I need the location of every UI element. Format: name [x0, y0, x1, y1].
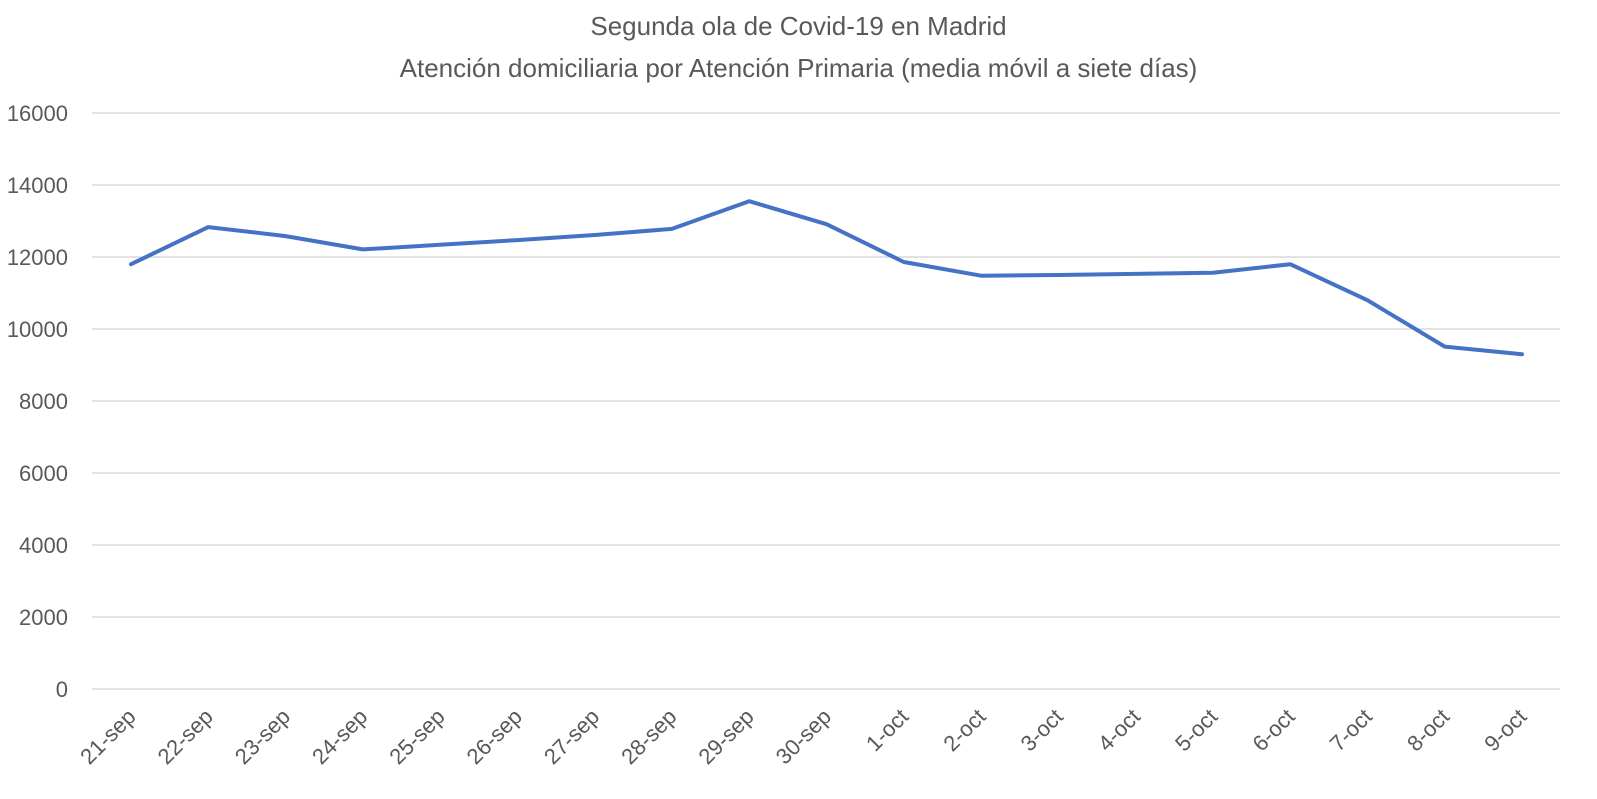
x-tick-label: 28-sep	[616, 704, 681, 769]
x-tick-label: 30-sep	[771, 704, 836, 769]
x-tick-label: 29-sep	[694, 704, 759, 769]
x-tick-label: 9-oct	[1479, 704, 1531, 756]
x-tick-label: 23-sep	[230, 704, 295, 769]
x-tick-label: 27-sep	[539, 704, 604, 769]
chart-title: Segunda ola de Covid-19 en Madrid	[590, 11, 1007, 41]
x-tick-label: 5-oct	[1170, 704, 1222, 756]
series-line	[129, 199, 1524, 357]
y-tick-label: 4000	[19, 533, 68, 558]
x-tick-label: 2-oct	[938, 704, 990, 756]
x-tick-label: 6-oct	[1247, 704, 1299, 756]
x-tick-label: 4-oct	[1093, 704, 1145, 756]
x-tick-label: 7-oct	[1325, 704, 1377, 756]
x-tick-label: 21-sep	[75, 704, 140, 769]
y-tick-label: 16000	[7, 101, 68, 126]
x-tick-label: 24-sep	[307, 704, 372, 769]
y-tick-label: 2000	[19, 605, 68, 630]
x-tick-label: 26-sep	[462, 704, 527, 769]
y-tick-label: 8000	[19, 389, 68, 414]
y-tick-label: 10000	[7, 317, 68, 342]
y-axis-tick-labels: 0 2000 4000 6000 8000 10000 12000 14000 16000	[7, 101, 68, 702]
y-tick-label: 0	[56, 677, 68, 702]
y-tick-label: 14000	[7, 173, 68, 198]
x-tick-label: 22-sep	[153, 704, 218, 769]
gridlines	[92, 112, 1560, 690]
x-tick-label: 1-oct	[861, 704, 913, 756]
y-tick-label: 6000	[19, 461, 68, 486]
series-layer	[129, 199, 1524, 357]
chart-subtitle: Atención domiciliaria por Atención Prima…	[399, 53, 1198, 83]
x-tick-label: 3-oct	[1016, 704, 1068, 756]
x-tick-label: 8-oct	[1402, 704, 1454, 756]
y-tick-label: 12000	[7, 245, 68, 270]
x-tick-label: 25-sep	[384, 704, 449, 769]
x-axis-tick-labels: 21-sep 22-sep 23-sep 24-sep 25-sep 26-sep 27-s…	[75, 704, 1531, 769]
